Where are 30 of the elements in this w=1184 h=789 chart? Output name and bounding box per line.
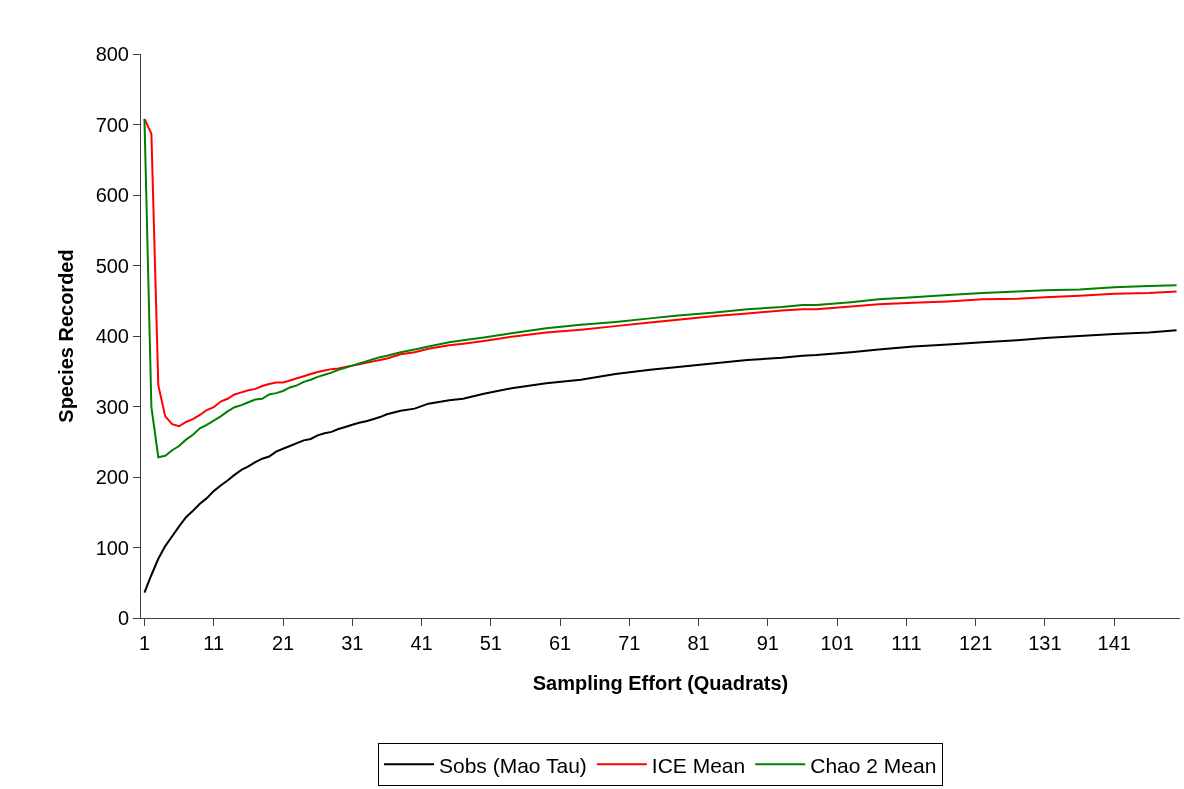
x-tick-label: 131 [1028, 632, 1062, 654]
y-tick-label: 600 [95, 184, 129, 206]
legend-label: Sobs (Mao Tau) [439, 753, 587, 777]
x-tick-label: 71 [618, 632, 641, 654]
x-tick-label: 31 [341, 632, 364, 654]
x-tick-label: 1 [138, 632, 151, 654]
line-series [143, 329, 1178, 594]
x-tick-label: 81 [687, 632, 710, 654]
x-tick-label: 101 [820, 632, 854, 654]
y-tick-label: 200 [95, 466, 129, 488]
legend-label: ICE Mean [651, 753, 746, 777]
x-tick-label: 21 [271, 632, 295, 654]
y-tick-label: 300 [95, 395, 129, 418]
x-tick-label: 41 [410, 632, 433, 654]
x-axis-title: Sampling Effort (Quadrats) [532, 671, 789, 694]
y-tick-label: 500 [95, 254, 129, 277]
y-axis-title: Species Recorded [55, 249, 78, 423]
x-tick-label: 111 [891, 632, 922, 654]
y-tick-label: 400 [95, 325, 129, 347]
x-tick-label: 61 [548, 632, 572, 654]
y-tick-label: 0 [117, 607, 129, 629]
x-tick-label: 51 [479, 632, 502, 654]
y-tick-label: 700 [95, 113, 129, 136]
y-tick-label: 800 [95, 43, 129, 65]
y-tick-label: 100 [95, 536, 129, 559]
x-tick-label: 121 [958, 632, 993, 654]
x-tick-label: 91 [756, 632, 779, 654]
x-tick-label: 141 [1097, 632, 1131, 654]
legend-label: Chao 2 Mean [810, 753, 937, 777]
x-tick-label: 11 [203, 632, 225, 654]
